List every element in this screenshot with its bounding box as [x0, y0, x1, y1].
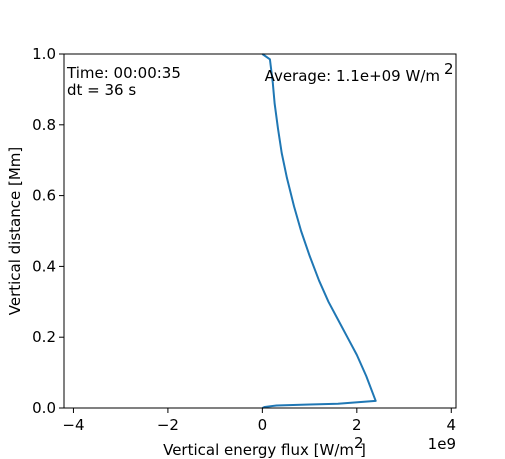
x-axis-label-tail: ]	[360, 441, 366, 459]
x-offset-label: 1e9	[428, 435, 456, 453]
series-line-0	[261, 53, 377, 409]
time-annotation: Time: 00:00:35	[66, 64, 181, 82]
x-tick-label: −4	[62, 416, 84, 434]
ticks: −4 −2 0 2 4 0.0 0.2 0.4 0.6 0.8 1.0	[32, 45, 456, 434]
average-annotation: Average: 1.1e+09 W/m	[265, 67, 440, 85]
average-unit-superscript: 2	[444, 60, 454, 78]
x-tick-label: 4	[447, 416, 457, 434]
dt-annotation: dt = 36 s	[67, 81, 136, 99]
y-tick-label: 0.8	[32, 116, 56, 134]
x-tick-label: 2	[352, 416, 362, 434]
y-tick-label: 0.0	[32, 399, 56, 417]
y-tick-label: 1.0	[32, 45, 56, 63]
y-axis-label: Vertical distance [Mm]	[6, 147, 24, 316]
x-tick-label: −2	[157, 416, 179, 434]
x-axis-label: Vertical energy flux [W/m	[163, 441, 354, 459]
y-tick-label: 0.4	[32, 257, 56, 275]
x-tick-label: 0	[258, 416, 268, 434]
plot-frame	[63, 53, 457, 409]
series-layer	[261, 53, 377, 409]
axes-frame	[63, 53, 457, 409]
y-tick-label: 0.6	[32, 187, 56, 205]
x-axis-label-superscript: 2	[354, 434, 364, 452]
y-tick-label: 0.2	[32, 328, 56, 346]
